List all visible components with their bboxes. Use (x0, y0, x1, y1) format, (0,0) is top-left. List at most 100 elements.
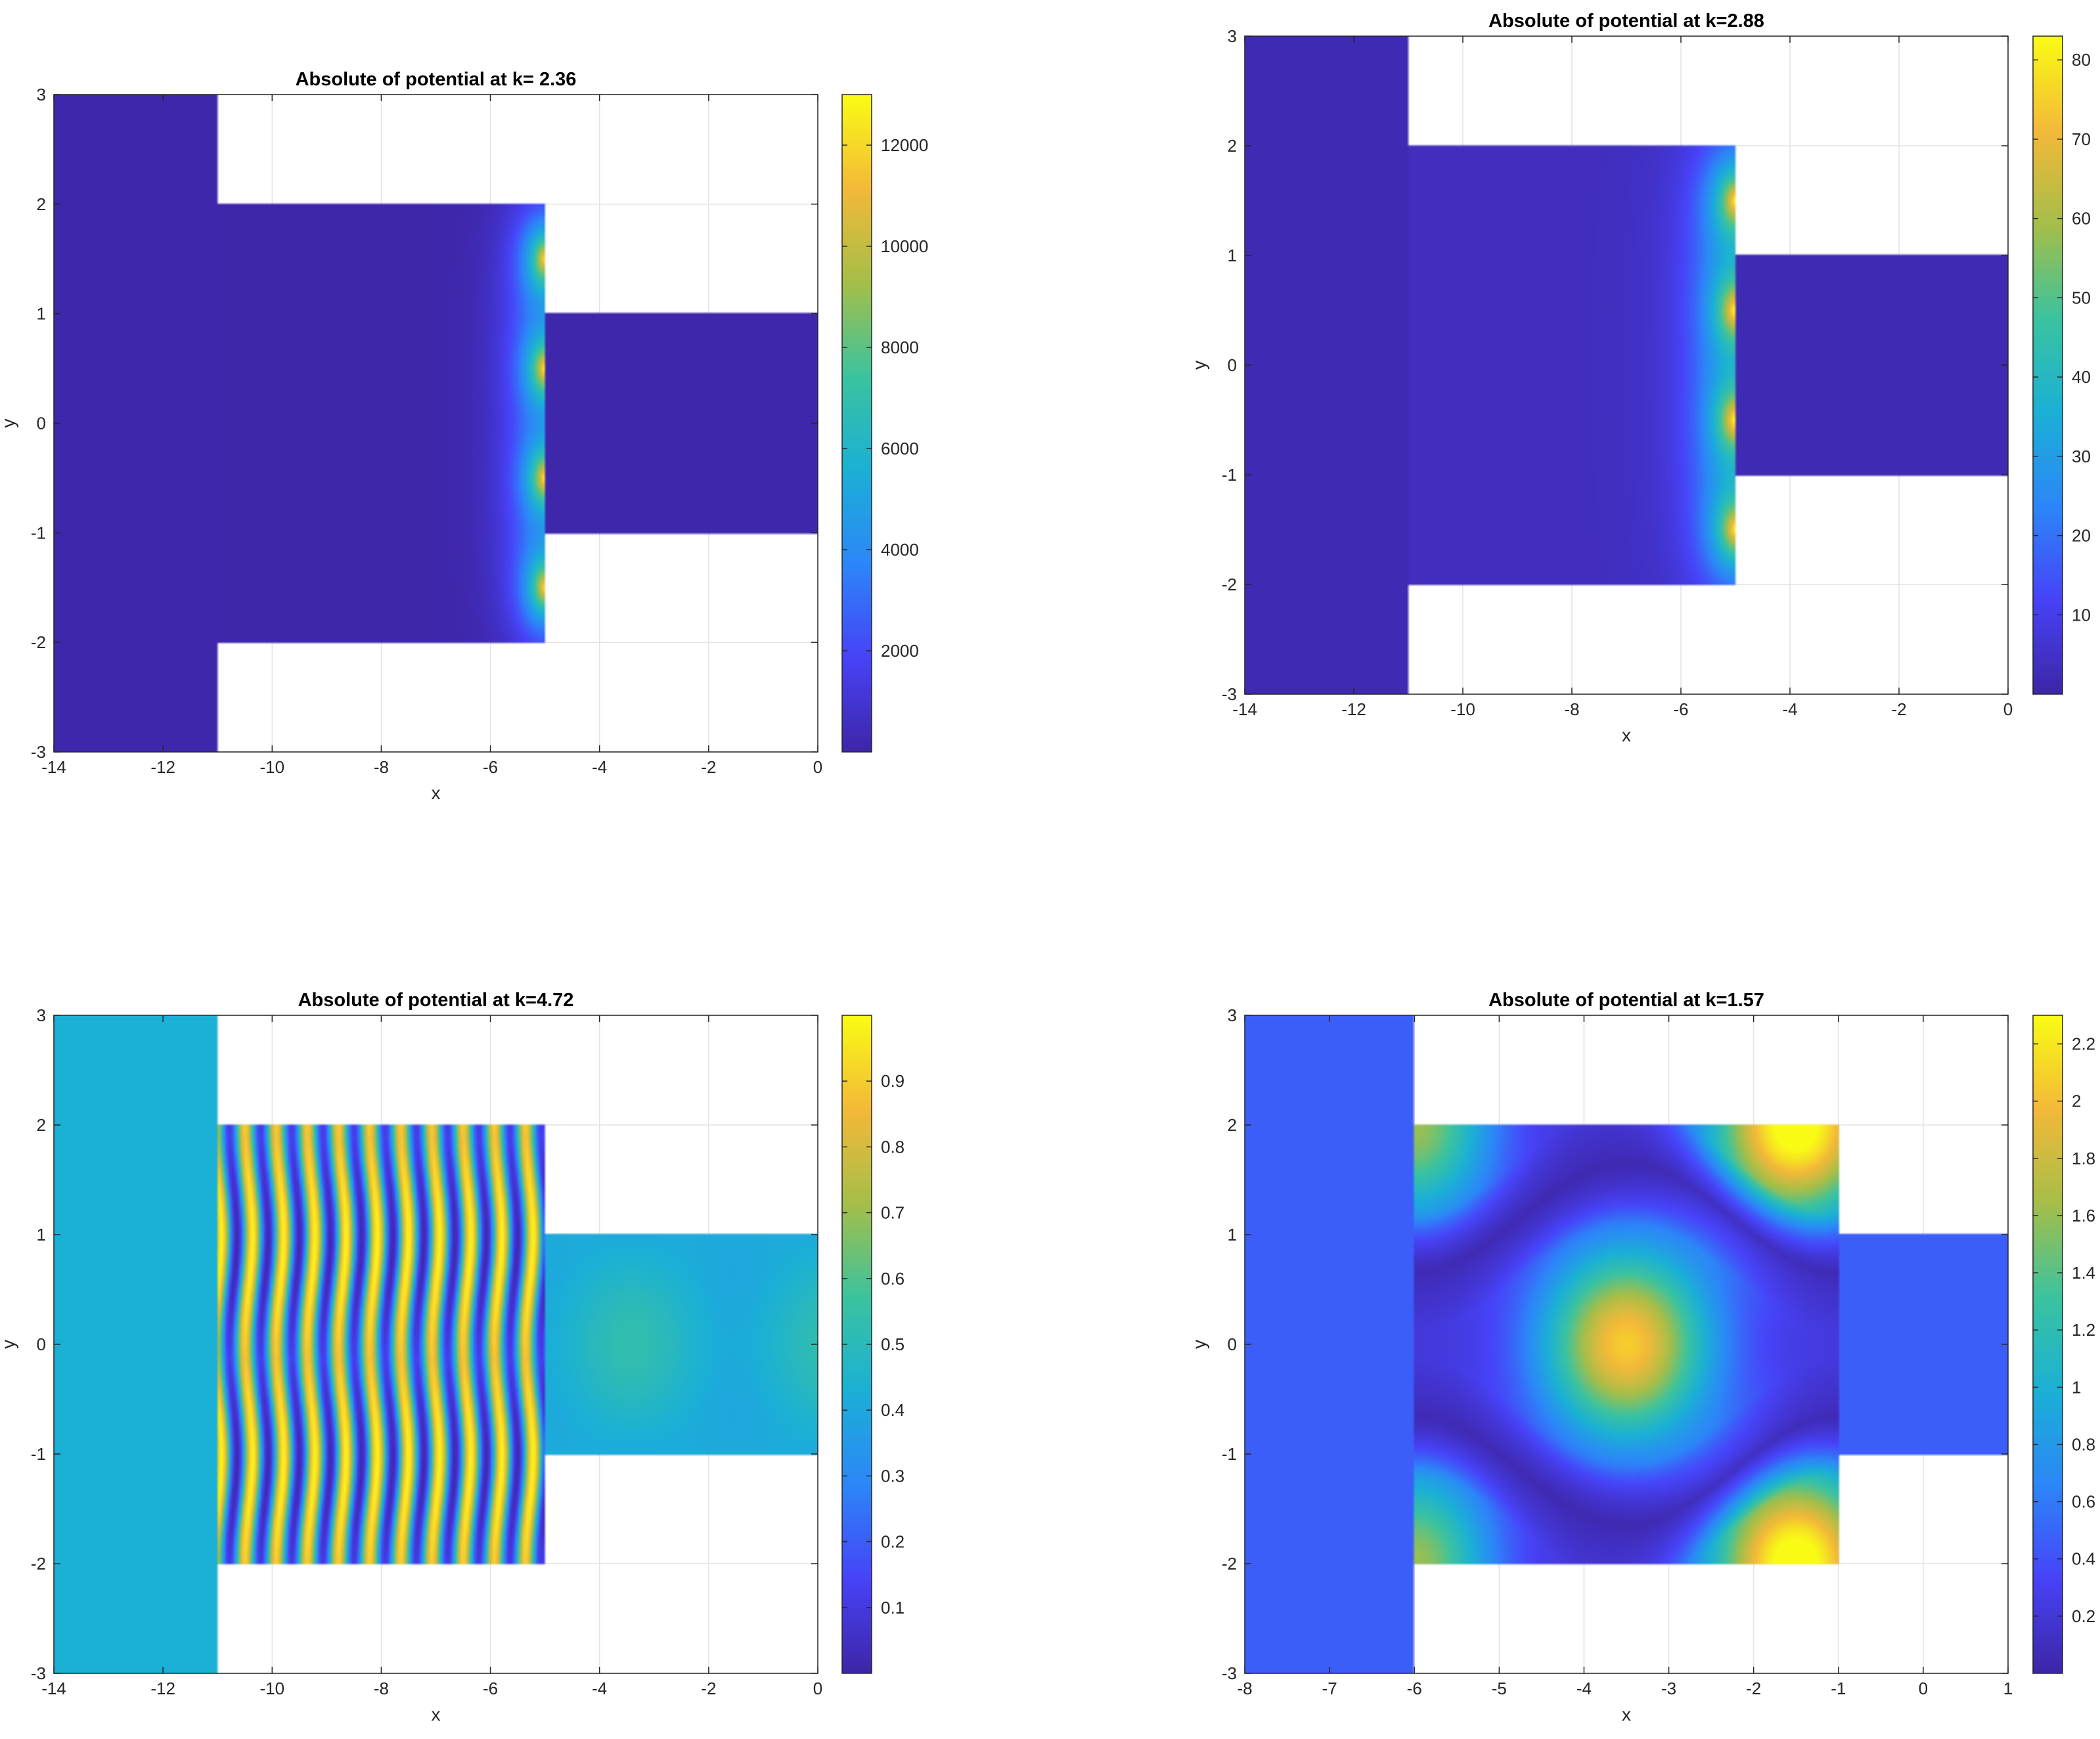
y-tick-label: 0 (37, 414, 46, 433)
x-axis-label: x (1622, 1704, 1631, 1725)
colorbar-tick-label: 0.8 (881, 1137, 905, 1156)
x-tick-label: -14 (41, 757, 66, 777)
colorbar-tick-label: 2.2 (2072, 1034, 2095, 1054)
y-tick-label: 1 (37, 1225, 46, 1244)
x-axis-label: x (432, 783, 441, 803)
y-tick-label: 3 (1228, 1005, 1237, 1025)
x-tick-label: -6 (1673, 699, 1688, 719)
chart-title: Absolute of potential at k= 2.36 (296, 69, 577, 90)
y-tick-label: -2 (31, 1554, 46, 1574)
x-tick-label: -14 (1232, 699, 1257, 719)
colorbar-gradient (2033, 36, 2063, 694)
colorbar-tick-label: 80 (2072, 50, 2091, 70)
y-tick-label: 1 (37, 304, 46, 324)
y-tick-label: -1 (1222, 465, 1237, 485)
colorbar-tick-label: 1.2 (2072, 1320, 2095, 1340)
x-tick-label: -6 (483, 757, 498, 777)
colorbar-tick-label: 0.9 (881, 1071, 905, 1091)
x-tick-label: -2 (1891, 699, 1906, 719)
y-tick-label: 1 (1228, 1225, 1237, 1244)
x-tick-label: -6 (483, 1679, 498, 1698)
x-tick-label: -12 (150, 757, 175, 777)
y-tick-label: -1 (31, 523, 46, 542)
y-tick-label: 0 (1228, 1334, 1237, 1354)
y-tick-label: 0 (37, 1334, 46, 1354)
heatmap-image (1245, 1015, 2008, 1673)
chart-title: Absolute of potential at k=1.57 (1488, 990, 1764, 1011)
colorbar-tick-label: 0.6 (2072, 1492, 2095, 1512)
colorbar-tick-label: 2 (2072, 1091, 2081, 1111)
x-tick-label: 0 (1919, 1679, 1928, 1698)
y-axis-label: y (1189, 1340, 1209, 1349)
heatmap-image (54, 95, 818, 752)
colorbar-tick-label: 0.8 (2072, 1434, 2095, 1454)
colorbar-tick-label: 10000 (881, 236, 928, 256)
x-tick-label: -1 (1831, 1679, 1846, 1698)
x-tick-label: -12 (1341, 699, 1366, 719)
colorbar-tick-label: 0.2 (2072, 1606, 2095, 1626)
y-tick-label: -1 (31, 1444, 46, 1464)
heatmap-image (1245, 36, 2008, 694)
colorbar-tick-label: 1 (2072, 1377, 2081, 1397)
x-tick-label: -12 (150, 1679, 175, 1698)
x-tick-label: 0 (813, 757, 822, 777)
colorbar-tick-label: 0.5 (881, 1334, 905, 1354)
colorbar-tick-label: 0.2 (881, 1532, 905, 1552)
x-tick-label: -8 (374, 757, 389, 777)
x-tick-label: -8 (1237, 1679, 1252, 1698)
panel-1: -14 -12 -10 -8 -6 -4 -2 0 3 2 1 0 -1 -2 -3 x y Absolute o… (0, 69, 928, 803)
y-tick-label: -3 (31, 1663, 46, 1683)
x-tick-label: -2 (1746, 1679, 1761, 1698)
colorbar-tick-label: 0.4 (881, 1400, 905, 1420)
x-tick-label: -4 (1782, 699, 1797, 719)
y-tick-label: -3 (1222, 1663, 1237, 1683)
y-tick-label: -2 (31, 632, 46, 652)
colorbar-tick-label: 50 (2072, 288, 2091, 307)
x-tick-label: -4 (1576, 1679, 1592, 1698)
y-tick-label: -2 (1222, 1554, 1237, 1574)
colorbar-tick-label: 10 (2072, 605, 2091, 625)
y-tick-label: -1 (1222, 1444, 1237, 1464)
x-tick-label: -4 (592, 757, 607, 777)
colorbar-tick-label: 0.3 (881, 1466, 905, 1486)
chart-title: Absolute of potential at k=4.72 (298, 990, 574, 1011)
colorbar-tick-label: 0.1 (881, 1598, 905, 1618)
colorbar-tick-label: 1.4 (2072, 1263, 2095, 1283)
colorbar-gradient (842, 95, 872, 752)
colorbar-tick-label: 8000 (881, 338, 919, 357)
x-tick-label: -5 (1492, 1679, 1507, 1698)
x-tick-label: -8 (1564, 699, 1579, 719)
colorbar-tick-label: 1.6 (2072, 1206, 2095, 1225)
colorbar-tick-label: 0.7 (881, 1203, 905, 1223)
colorbar-gradient (2033, 1015, 2063, 1673)
y-tick-label: 2 (1228, 136, 1237, 156)
x-tick-label: -3 (1661, 1679, 1676, 1698)
x-tick-label: -4 (592, 1679, 607, 1698)
colorbar-tick-label: 70 (2072, 129, 2091, 149)
y-tick-label: 2 (1228, 1115, 1237, 1135)
heatmap-image (54, 1015, 818, 1673)
x-tick-label: -10 (259, 757, 284, 777)
y-tick-label: 3 (37, 85, 46, 104)
colorbar-box (841, 94, 872, 753)
colorbar-tick-label: 30 (2072, 447, 2091, 466)
y-tick-label: 3 (1228, 26, 1237, 46)
x-tick-label: -10 (259, 1679, 284, 1698)
colorbar-tick-label: 1.8 (2072, 1149, 2095, 1168)
x-tick-label: -14 (41, 1679, 66, 1698)
colorbar-tick-label: 6000 (881, 439, 919, 458)
x-tick-label: -8 (374, 1679, 389, 1698)
chart-title: Absolute of potential at k=2.88 (1488, 11, 1764, 32)
x-tick-label: -2 (701, 1679, 716, 1698)
x-tick-label: 0 (813, 1679, 822, 1698)
x-tick-label: -10 (1450, 699, 1475, 719)
x-tick-label: -2 (701, 757, 716, 777)
y-tick-label: 2 (37, 1115, 46, 1135)
y-tick-label: 3 (37, 1005, 46, 1025)
x-tick-label: -7 (1322, 1679, 1337, 1698)
colorbar-box (2032, 35, 2063, 695)
panel-3: -14 -12 -10 -8 -6 -4 -2 0 3 2 1 0 -1 -2 -3 x y Absolute o… (0, 990, 905, 1725)
x-tick-label: -6 (1407, 1679, 1422, 1698)
colorbar-box (2032, 1015, 2063, 1674)
